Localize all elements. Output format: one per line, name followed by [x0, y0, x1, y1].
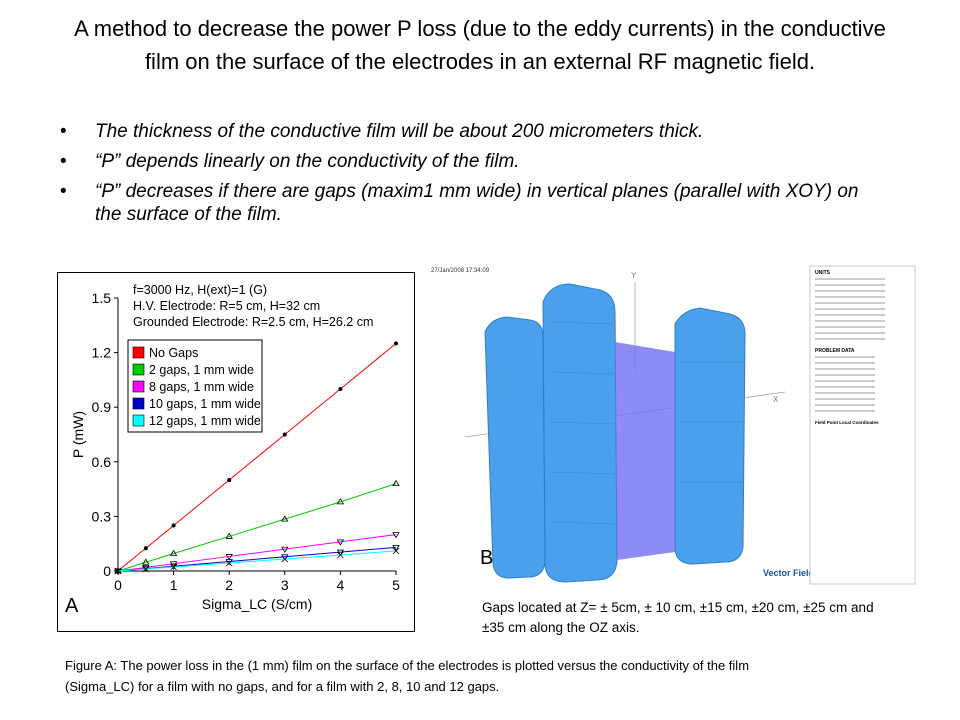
legend-label: 10 gaps, 1 mm wide — [149, 397, 261, 411]
render-date: 27/Jan/2008 17:34:09 — [431, 268, 490, 274]
data-point — [337, 551, 344, 559]
y-tick-label: 1.5 — [92, 290, 112, 306]
data-point — [281, 555, 289, 563]
y-tick-label: 0.6 — [92, 454, 112, 470]
x-tick-label: 3 — [281, 577, 289, 593]
data-point — [227, 477, 232, 482]
panel-heading: UNITS — [815, 270, 831, 276]
data-point — [338, 387, 343, 392]
data-point — [171, 523, 176, 528]
data-point — [336, 539, 345, 546]
panel-heading: PROBLEM DATA — [815, 348, 855, 354]
data-point — [169, 549, 178, 556]
legend-label: No Gaps — [149, 346, 198, 360]
panel-label: A — [65, 595, 79, 617]
electrode — [674, 307, 746, 565]
x-tick-label: 5 — [392, 577, 400, 593]
data-point — [392, 479, 400, 487]
bullet: The thickness of the conductive film wil… — [60, 120, 860, 143]
y-tick-label: 1.2 — [92, 345, 112, 361]
axis-label: X — [773, 395, 779, 404]
data-point — [281, 515, 289, 522]
figure-b-caption: Gaps located at Z= ± 5cm, ± 10 cm, ±15 c… — [482, 600, 874, 635]
x-tick-label: 1 — [170, 577, 178, 593]
annotation: H.V. Electrode: R=5 cm, H=32 cm — [133, 299, 320, 313]
mesh-lines — [549, 321, 743, 525]
electrode — [542, 283, 618, 583]
data-point — [392, 547, 400, 555]
legend-swatch — [132, 380, 145, 393]
legend-label: 2 gaps, 1 mm wide — [149, 363, 254, 377]
inner-electrode — [615, 342, 675, 560]
data-point — [282, 432, 287, 437]
x-tick-label: 0 — [114, 577, 122, 593]
data-point — [225, 554, 233, 561]
data-point — [393, 341, 398, 346]
legend-swatch — [132, 414, 145, 427]
data-point — [336, 498, 345, 505]
data-point — [392, 544, 400, 552]
data-point — [225, 559, 233, 567]
data-point — [114, 567, 122, 575]
panel-lines — [815, 278, 885, 340]
bullet: “P” depends linearly on the conductivity… — [60, 150, 860, 173]
y-axis-label: P (mW) — [70, 411, 86, 458]
bullet-list: The thickness of the conductive film wil… — [60, 120, 860, 233]
axis-label: Y — [631, 271, 637, 280]
y-tick-label: 0.9 — [92, 399, 112, 415]
data-point — [281, 546, 289, 553]
series-line — [117, 483, 397, 572]
x-tick-label: 2 — [225, 577, 233, 593]
figure-b: 27/Jan/2008 17:34:09 Y X Vector Fields U… — [431, 265, 916, 585]
panel-heading: Field Point Local Coordinates — [815, 420, 879, 425]
info-panel — [809, 265, 916, 585]
data-point — [114, 568, 122, 575]
y-tick-label: 0.3 — [92, 508, 112, 524]
legend-box — [127, 339, 263, 433]
panel-label: B — [480, 547, 493, 569]
x-axis-label: Sigma_LC (S/cm) — [202, 596, 312, 612]
chart: 0 0.3 0.6 0.9 1.2 1.5 0 1 2 3 4 5 Sigma_LC (S/cm) P (… — [57, 272, 415, 632]
data-point — [170, 563, 177, 571]
legend-label: 12 gaps, 1 mm wide — [149, 414, 261, 428]
legend-swatch — [132, 363, 145, 376]
data-point — [336, 549, 345, 556]
panel-lines — [815, 356, 875, 412]
figure-a-caption: Figure A: The power loss in the (1 mm) f… — [65, 658, 750, 694]
x-tick-label: 4 — [337, 577, 345, 593]
bullet: “P” decreases if there are gaps (maxim1 … — [60, 180, 860, 226]
data-point — [142, 565, 150, 573]
data-point — [392, 532, 400, 539]
legend-swatch — [132, 346, 145, 359]
legend-swatch — [132, 397, 145, 410]
annotation: f=3000 Hz, H(ext)=1 (G) — [133, 283, 267, 297]
legend-label: 8 gaps, 1 mm wide — [149, 380, 254, 394]
y-tick-label: 0 — [103, 563, 111, 579]
data-point — [142, 558, 150, 565]
electrode — [484, 316, 546, 579]
series-line — [117, 534, 397, 572]
data-point — [225, 532, 233, 539]
data-point — [143, 546, 148, 551]
logo: Vector Fields — [763, 568, 819, 578]
annotation: Grounded Electrode: R=2.5 cm, H=26.2 cm — [133, 315, 373, 329]
slide-title: A method to decrease the power P loss (d… — [74, 16, 886, 74]
